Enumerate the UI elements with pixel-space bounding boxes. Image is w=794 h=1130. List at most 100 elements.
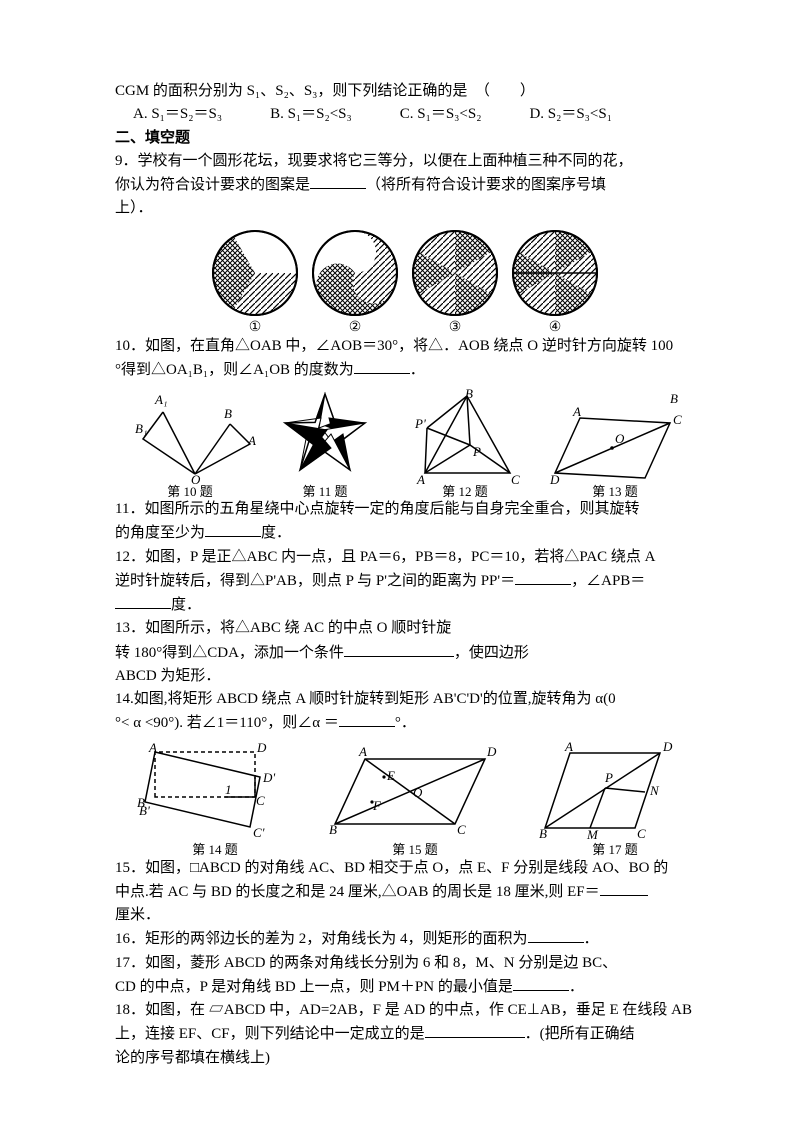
svg-text:D: D bbox=[662, 742, 673, 754]
svg-text:1: 1 bbox=[225, 782, 232, 797]
fig-row-10-13: AB B₁A₁ O 第 10 题 第 11 题 BAC PP' 第 12 题 bbox=[115, 388, 694, 498]
q13-l2: 转 180°得到△CDA，添加一个条件 ，使四边形 bbox=[115, 641, 694, 665]
q18-l2: 上，连接 EF、CF，则下列结论中一定成立的是 ．(把所有正确结 bbox=[115, 1022, 694, 1046]
q15-l2t: 中点.若 AC 与 BD 的长度之和是 24 厘米,△OAB 的周长是 18 厘… bbox=[115, 884, 600, 900]
q9-cap2: ② bbox=[348, 320, 361, 335]
q10-l2: °得到△OA₁B₁，则∠A₁OB 的度数为 ． bbox=[115, 358, 694, 382]
cap15: 第 15 题 bbox=[392, 842, 438, 857]
q12-l2: 逆时针旋转后，得到△P'AB，则点 P 与 P'之间的距离为 PP'＝ ，∠APB… bbox=[115, 569, 694, 593]
svg-text:A: A bbox=[564, 742, 573, 754]
q8-opt-c: C. S₁＝S₃<S₂ bbox=[400, 103, 482, 126]
q9-l1: 9．学校有一个圆形花坛，现要求将它三等分，以便在上面种植三种不同的花， bbox=[115, 150, 694, 173]
q18-l3: 论的序号都填在横线上) bbox=[115, 1047, 694, 1070]
q8-options: A. S₁＝S₂＝S₃ B. S₁＝S₂<S₃ C. S₁＝S₃<S₂ D. S… bbox=[133, 103, 694, 126]
q18-l2b: ．(把所有正确结 bbox=[525, 1026, 635, 1042]
q9-l2b: （将所有符合设计要求的图案序号填 bbox=[366, 177, 606, 193]
q10-l1: 10．如图，在直角△OAB 中，∠AOB＝30°，将△．AOB 绕点 O 逆时针… bbox=[115, 335, 694, 358]
q12-blank1[interactable] bbox=[515, 569, 571, 585]
q9-cap4: ④ bbox=[548, 320, 561, 335]
q17-l2: CD 的中点，P 是对角线 BD 上一点，则 PM＋PN 的最小值是 ． bbox=[115, 975, 694, 999]
q8-opt-d: D. S₂＝S₃<S₁ bbox=[529, 103, 612, 126]
q14-blank[interactable] bbox=[339, 711, 395, 727]
svg-text:P: P bbox=[472, 444, 481, 459]
q16-l1: 16．矩形的两邻边长的差为 2，对角线长为 4，则矩形的面积为 ． bbox=[115, 927, 694, 951]
q14-l2a: °< α <90°). 若∠1＝110°，则∠α ＝ bbox=[115, 715, 339, 731]
q13-blank[interactable] bbox=[344, 641, 454, 657]
svg-text:C: C bbox=[256, 793, 265, 808]
q14-l2b: °． bbox=[395, 715, 416, 731]
figs-10-13-svg: AB B₁A₁ O 第 10 题 第 11 题 BAC PP' 第 12 题 bbox=[125, 388, 685, 498]
q15-l1: 15．如图，□ABCD 的对角线 AC、BD 相交于点 O，点 E、F 分别是线… bbox=[115, 857, 694, 880]
q11-l2b: 度． bbox=[261, 525, 291, 541]
q9-cap1: ① bbox=[248, 320, 261, 335]
q15-l2: 中点.若 AC 与 BD 的长度之和是 24 厘米,△OAB 的周长是 18 厘… bbox=[115, 880, 694, 904]
svg-text:C: C bbox=[457, 822, 466, 837]
svg-text:O: O bbox=[413, 785, 423, 800]
svg-text:D: D bbox=[486, 744, 497, 759]
cap10: 第 10 题 bbox=[167, 484, 213, 498]
q12-blank2[interactable] bbox=[115, 593, 171, 609]
q9-l3: 上）． bbox=[115, 197, 694, 220]
q9-l2a: 你认为符合设计要求的图案是 bbox=[115, 177, 310, 193]
svg-text:A: A bbox=[358, 744, 367, 759]
svg-text:A: A bbox=[416, 472, 425, 487]
q15-blank[interactable] bbox=[600, 880, 648, 896]
q17-l2a: CD 的中点，P 是对角线 BD 上一点，则 PM＋PN 的最小值是 bbox=[115, 979, 513, 995]
cap12: 第 12 题 bbox=[442, 484, 488, 498]
q18-l2a: 上，连接 EF、CF，则下列结论中一定成立的是 bbox=[115, 1026, 425, 1042]
q13-l1: 13．如图所示，将△ABC 绕 AC 的中点 O 顺时针旋 bbox=[115, 617, 694, 640]
q8-tail-line: CGM 的面积分别为 S₁、S₂、S₃，则下列结论正确的是 （ ） bbox=[115, 80, 694, 103]
q13-l2b: ，使四边形 bbox=[454, 645, 529, 661]
q10-blank[interactable] bbox=[354, 358, 410, 374]
svg-text:C: C bbox=[637, 826, 646, 841]
cap14: 第 14 题 bbox=[192, 842, 238, 857]
q12-l1: 12．如图，P 是正△ABC 内一点，且 PA＝6，PB＝8，PC＝10，若将△… bbox=[115, 546, 694, 569]
cap13: 第 13 题 bbox=[592, 484, 638, 498]
svg-text:D: D bbox=[549, 472, 560, 487]
q9-figures: ① ② ③ ④ bbox=[115, 227, 694, 335]
q18-blank[interactable] bbox=[425, 1022, 525, 1038]
svg-text:B: B bbox=[670, 391, 678, 406]
section-2-heading: 二、填空题 bbox=[115, 127, 694, 150]
svg-text:F: F bbox=[372, 798, 382, 813]
q12-l3b: 度． bbox=[171, 597, 201, 613]
q16-blank[interactable] bbox=[528, 927, 584, 943]
q10-l2a: °得到△OA₁B₁，则∠A₁OB 的度数为 bbox=[115, 362, 354, 378]
q9-l2: 你认为符合设计要求的图案是 （将所有符合设计要求的图案序号填 bbox=[115, 173, 694, 197]
q11-l2: 的角度至少为度． bbox=[115, 521, 694, 545]
svg-text:P: P bbox=[604, 770, 613, 785]
q9-blank[interactable] bbox=[310, 173, 366, 189]
svg-text:A₁: A₁ bbox=[154, 392, 167, 407]
svg-text:D': D' bbox=[262, 770, 275, 785]
svg-text:B: B bbox=[224, 406, 232, 421]
q18-l1: 18．如图，在 ▱ABCD 中，AD=2AB，F 是 AD 的中点，作 CE⊥A… bbox=[115, 999, 694, 1022]
svg-text:A: A bbox=[247, 433, 256, 448]
svg-text:C: C bbox=[511, 472, 520, 487]
q11-blank[interactable] bbox=[205, 521, 261, 537]
figs-14-17-svg: AD BD' B'C C'1 第 14 题 AD BC O EF 第 15 题 … bbox=[125, 742, 685, 857]
q13-l3: ABCD 为矩形． bbox=[115, 665, 694, 688]
q9-circles-svg: ① ② ③ ④ bbox=[205, 227, 605, 335]
q17-l2b: ． bbox=[569, 979, 584, 995]
svg-text:M: M bbox=[586, 827, 599, 842]
svg-text:D: D bbox=[256, 742, 267, 755]
q16-l1t: 16．矩形的两邻边长的差为 2，对角线长为 4，则矩形的面积为 bbox=[115, 931, 528, 947]
q10-l2b: ． bbox=[410, 362, 425, 378]
q17-blank[interactable] bbox=[513, 975, 569, 991]
q13-l2a: 转 180°得到△CDA，添加一个条件 bbox=[115, 645, 344, 661]
svg-text:C': C' bbox=[253, 825, 265, 840]
q16-l1b: ． bbox=[584, 931, 599, 947]
svg-text:E: E bbox=[386, 768, 395, 783]
svg-text:C: C bbox=[673, 412, 682, 427]
q12-l2a: 逆时针旋转后，得到△P'AB，则点 P 与 P'之间的距离为 PP'＝ bbox=[115, 573, 515, 589]
q8-opt-a: A. S₁＝S₂＝S₃ bbox=[133, 103, 222, 126]
svg-text:O: O bbox=[615, 431, 625, 446]
svg-text:B: B bbox=[539, 826, 547, 841]
svg-text:N: N bbox=[649, 783, 660, 798]
q12-l2b: ，∠APB＝ bbox=[571, 573, 645, 589]
svg-text:B₁: B₁ bbox=[135, 421, 147, 436]
svg-text:B: B bbox=[465, 388, 473, 401]
cap17: 第 17 题 bbox=[592, 842, 638, 857]
q11-l1: 11．如图所示的五角星绕中心点旋转一定的角度后能与自身完全重合，则其旋转 bbox=[115, 498, 694, 521]
q12-l3: 度． bbox=[115, 593, 694, 617]
